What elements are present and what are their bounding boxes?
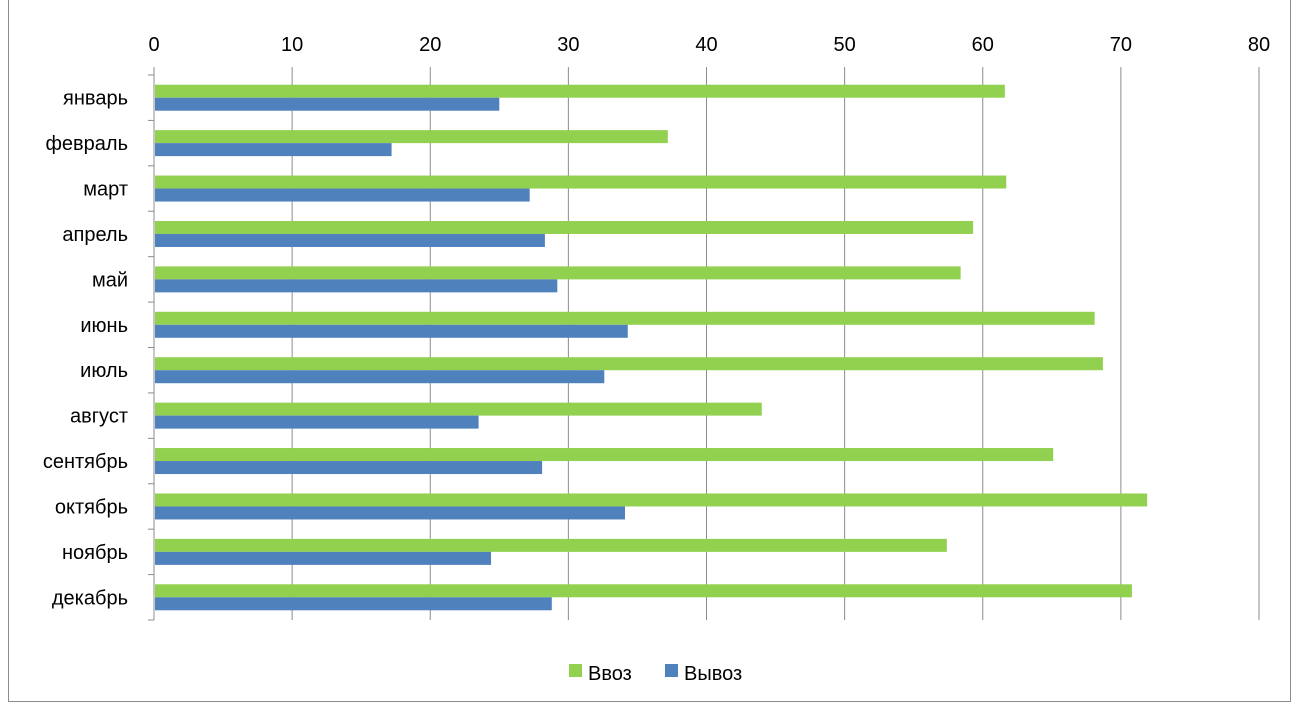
category-label: ноябрь <box>62 542 128 564</box>
x-tick-label: 50 <box>834 34 856 56</box>
category-label: август <box>70 406 128 428</box>
bars <box>155 84 1148 611</box>
bar-vvoz-1 <box>155 130 668 144</box>
x-tick-label: 80 <box>1248 34 1270 56</box>
category-label: май <box>92 269 128 291</box>
bar-vvoz-2 <box>155 175 1007 189</box>
bar-vyvoz-5 <box>155 324 628 338</box>
bar-vvoz-0 <box>155 84 1005 98</box>
category-label: сентябрь <box>43 451 128 473</box>
category-label: июль <box>80 360 128 382</box>
x-tick-label: 30 <box>557 34 579 56</box>
bar-vvoz-6 <box>155 357 1103 371</box>
bar-vyvoz-6 <box>155 370 605 384</box>
legend-label-vyvoz: Вывоз <box>684 663 742 685</box>
x-tick-label: 60 <box>972 34 994 56</box>
bar-vyvoz-8 <box>155 461 543 475</box>
category-label: декабрь <box>52 587 128 609</box>
bar-vvoz-10 <box>155 538 947 552</box>
bar-vyvoz-4 <box>155 279 558 293</box>
bar-vyvoz-2 <box>155 188 530 202</box>
bar-vvoz-7 <box>155 402 762 416</box>
bar-vvoz-9 <box>155 493 1148 507</box>
bar-vvoz-5 <box>155 311 1095 325</box>
legend-swatch-vyvoz <box>665 664 678 677</box>
x-tick-label: 70 <box>1110 34 1132 56</box>
x-tick-label: 20 <box>419 34 441 56</box>
category-label: январь <box>63 88 128 110</box>
bar-vyvoz-9 <box>155 506 626 520</box>
bar-vyvoz-0 <box>155 97 500 111</box>
x-tick-label: 40 <box>695 34 717 56</box>
category-label: апрель <box>62 224 128 246</box>
bar-vvoz-4 <box>155 266 961 280</box>
bar-vyvoz-1 <box>155 143 392 157</box>
legend: Ввоз Вывоз <box>569 663 742 685</box>
category-label: март <box>83 179 128 201</box>
bar-vyvoz-3 <box>155 233 545 247</box>
chart-frame <box>8 0 1291 702</box>
bar-vvoz-3 <box>155 220 974 234</box>
category-label: июнь <box>80 315 128 337</box>
category-label: февраль <box>45 133 128 155</box>
legend-swatch-vvoz <box>569 664 582 677</box>
x-tick-label: 0 <box>148 34 159 56</box>
bar-vyvoz-10 <box>155 551 492 565</box>
x-tick-label: 10 <box>281 34 303 56</box>
bar-vvoz-8 <box>155 448 1054 462</box>
axes: 0 10 20 30 40 50 60 70 80 январь февраль март апрель… <box>43 34 1270 621</box>
bar-vyvoz-11 <box>155 597 552 611</box>
bar-vyvoz-7 <box>155 415 479 429</box>
bar-vvoz-11 <box>155 584 1132 598</box>
category-label: октябрь <box>55 496 128 518</box>
legend-label-vvoz: Ввоз <box>588 663 632 685</box>
